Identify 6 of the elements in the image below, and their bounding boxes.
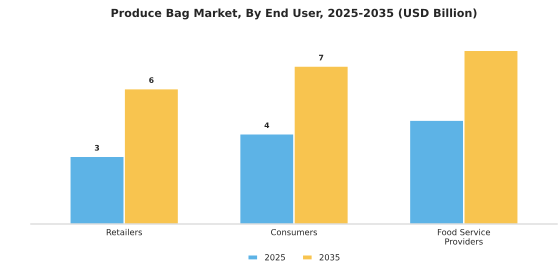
x-tick-label: Retailers — [106, 228, 142, 236]
legend-label: 2035 — [320, 254, 340, 260]
chart-title: Produce Bag Market, By End User, 2025-2035 (USD Billion) — [112, 8, 476, 20]
x-tick-label: Consumers — [271, 229, 318, 236]
x-tick-label: Food Service Providers — [438, 228, 490, 245]
legend-label: 2025 — [265, 254, 285, 260]
